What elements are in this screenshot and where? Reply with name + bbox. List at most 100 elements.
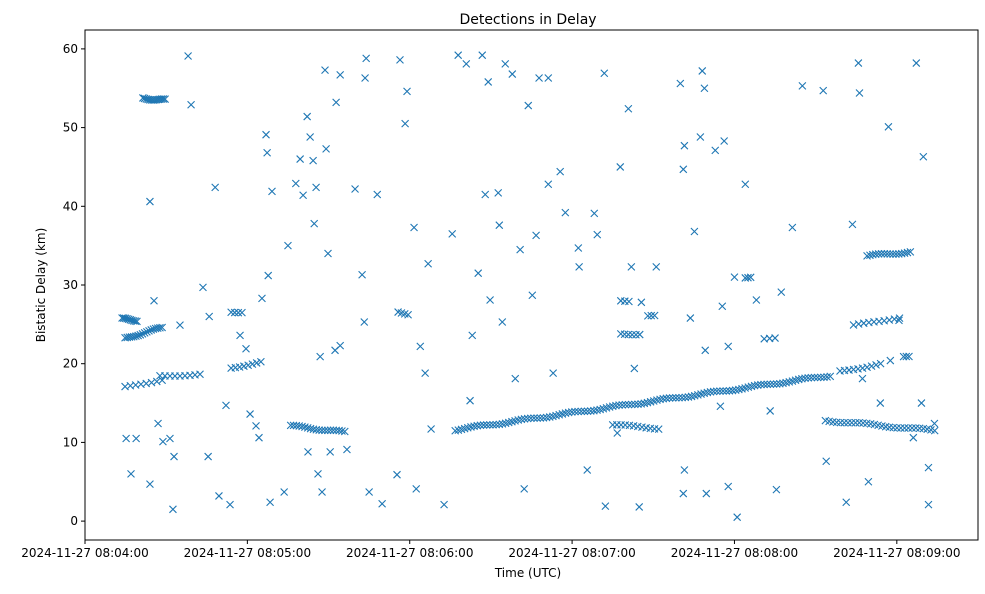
track-point	[624, 400, 633, 409]
detection-point	[222, 401, 230, 410]
detection-point	[211, 183, 220, 192]
track-point	[728, 386, 737, 395]
track-point	[896, 424, 905, 432]
detection-point	[146, 480, 154, 489]
track-point	[906, 248, 915, 256]
detection-point	[511, 374, 520, 383]
track-point	[628, 330, 637, 339]
detection-point	[842, 498, 851, 507]
detection-point	[280, 488, 289, 496]
detection-point	[187, 100, 195, 109]
track-point	[675, 393, 683, 402]
track-point	[338, 427, 346, 435]
detection-point	[600, 69, 609, 78]
detection-point	[360, 318, 369, 326]
track-point	[908, 424, 916, 432]
track-point	[877, 249, 886, 258]
track-point	[903, 248, 912, 257]
track-point	[801, 374, 809, 383]
track-point	[580, 407, 589, 416]
track-point	[832, 418, 841, 427]
track-point	[654, 425, 663, 434]
track-point	[807, 373, 816, 382]
detection-point	[652, 263, 661, 271]
track-point	[583, 407, 592, 416]
track-point	[298, 422, 306, 431]
detection-point	[544, 180, 553, 189]
track-point	[404, 310, 412, 319]
track-point	[136, 330, 145, 339]
detection-point	[326, 447, 335, 456]
detection-point	[528, 291, 537, 300]
track-point	[301, 423, 309, 432]
detection-point	[396, 56, 404, 64]
detection-point	[494, 189, 503, 197]
x-tick-label: 2024-11-27 08:05:00	[184, 546, 311, 560]
track-point	[816, 373, 825, 382]
x-tick-label: 2024-11-27 08:08:00	[671, 546, 798, 560]
track-point	[593, 406, 601, 415]
data-points	[118, 51, 939, 522]
track-point	[129, 316, 138, 325]
track-point	[133, 317, 141, 326]
detection-point	[864, 477, 873, 486]
detection-point	[575, 263, 584, 271]
detection-point	[264, 271, 273, 280]
detection-point	[205, 312, 214, 321]
detection-point	[410, 223, 418, 232]
track-point	[640, 399, 649, 408]
detection-point	[255, 433, 263, 442]
detection-point	[601, 502, 610, 511]
track-point	[635, 330, 644, 339]
detection-point	[215, 492, 223, 500]
detection-point	[291, 179, 300, 188]
track-point	[746, 273, 755, 282]
detection-point	[306, 133, 315, 141]
track-point	[589, 406, 598, 415]
detection-point	[486, 296, 494, 304]
detection-point	[917, 399, 926, 407]
detection-point	[393, 470, 401, 479]
track-point	[454, 426, 463, 435]
track-point	[900, 249, 909, 258]
chart-title: Detections in Delay	[459, 12, 596, 28]
track-point	[890, 315, 899, 324]
detection-point	[516, 245, 525, 254]
track-point	[900, 424, 909, 432]
detection-point	[236, 331, 244, 340]
detection-point	[724, 342, 733, 351]
track-point	[526, 414, 535, 423]
track-point	[542, 413, 551, 422]
track-point	[858, 364, 867, 373]
detection-point	[127, 470, 135, 478]
detection-point	[798, 81, 807, 90]
track-point	[747, 382, 756, 391]
detection-point	[132, 434, 141, 443]
track-point	[637, 399, 646, 408]
y-tick-label: 10	[63, 435, 78, 449]
track-point	[634, 400, 642, 409]
detection-point	[549, 369, 558, 378]
track-point	[757, 380, 765, 389]
detection-point	[716, 402, 725, 411]
detection-point	[474, 269, 483, 278]
track-point	[131, 317, 140, 326]
detection-point	[169, 505, 177, 514]
track-point	[874, 250, 883, 258]
detection-point	[635, 503, 644, 511]
detection-point	[170, 452, 178, 461]
track-point	[886, 250, 895, 258]
detection-point	[262, 130, 270, 139]
track-point	[326, 426, 335, 435]
track-point	[473, 421, 482, 430]
y-tick-label: 40	[63, 199, 78, 213]
track-point	[523, 414, 532, 423]
track-point	[498, 420, 507, 428]
detection-point	[468, 331, 477, 340]
detection-point	[788, 223, 797, 232]
x-tick-label: 2024-11-27 08:07:00	[508, 546, 635, 560]
detection-point	[343, 445, 351, 454]
track-point	[719, 387, 727, 395]
detection-point	[733, 513, 742, 522]
